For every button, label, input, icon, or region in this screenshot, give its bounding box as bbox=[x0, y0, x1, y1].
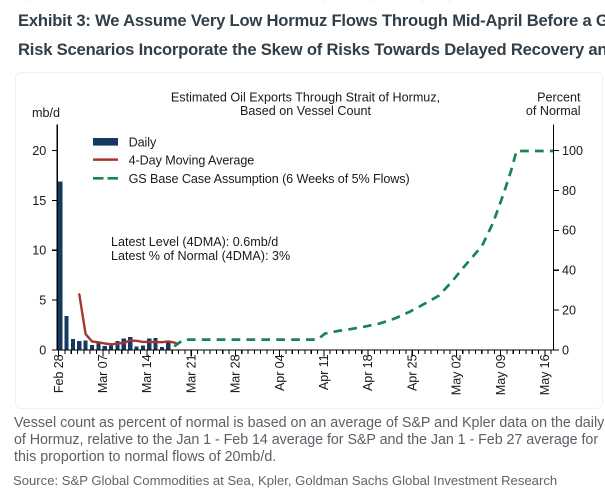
svg-text:Mar 14: Mar 14 bbox=[140, 354, 154, 393]
svg-text:Percent: Percent bbox=[537, 91, 581, 105]
svg-text:Apr 04: Apr 04 bbox=[273, 354, 287, 391]
svg-text:10: 10 bbox=[32, 244, 46, 258]
svg-text:Based on Vessel Count: Based on Vessel Count bbox=[240, 104, 371, 118]
svg-text:of Normal: of Normal bbox=[526, 104, 581, 118]
svg-text:0: 0 bbox=[39, 343, 46, 357]
svg-text:15: 15 bbox=[32, 194, 46, 208]
svg-text:0: 0 bbox=[562, 343, 569, 357]
svg-text:Daily: Daily bbox=[129, 136, 157, 150]
svg-text:Latest Level (4DMA): 0.6mb/d: Latest Level (4DMA): 0.6mb/d bbox=[111, 235, 278, 249]
svg-text:20: 20 bbox=[32, 144, 46, 158]
svg-text:Latest % of Normal (4DMA): 3%: Latest % of Normal (4DMA): 3% bbox=[111, 249, 290, 263]
svg-text:May 16: May 16 bbox=[538, 354, 552, 395]
svg-text:Mar 07: Mar 07 bbox=[96, 354, 110, 393]
svg-text:4-Day Moving Average: 4-Day Moving Average bbox=[129, 154, 255, 168]
svg-text:mb/d: mb/d bbox=[32, 106, 60, 120]
svg-text:GS Base Case Assumption (6 Wee: GS Base Case Assumption (6 Weeks of 5% F… bbox=[129, 172, 410, 186]
svg-text:Mar 28: Mar 28 bbox=[229, 354, 243, 393]
svg-text:60: 60 bbox=[562, 224, 576, 238]
svg-text:Estimated Oil Exports Through: Estimated Oil Exports Through Strait of … bbox=[171, 91, 440, 105]
svg-text:80: 80 bbox=[562, 184, 576, 198]
svg-text:40: 40 bbox=[562, 264, 576, 278]
svg-text:Apr 18: Apr 18 bbox=[361, 354, 375, 391]
svg-text:Apr 25: Apr 25 bbox=[405, 354, 419, 391]
svg-text:100: 100 bbox=[562, 144, 583, 158]
svg-text:May 09: May 09 bbox=[494, 354, 508, 395]
svg-text:5: 5 bbox=[39, 294, 46, 308]
svg-text:May 02: May 02 bbox=[450, 354, 464, 395]
svg-text:Mar 21: Mar 21 bbox=[184, 354, 198, 393]
svg-text:Feb 28: Feb 28 bbox=[52, 354, 66, 393]
svg-text:20: 20 bbox=[562, 304, 576, 318]
svg-text:Apr 11: Apr 11 bbox=[317, 354, 331, 390]
